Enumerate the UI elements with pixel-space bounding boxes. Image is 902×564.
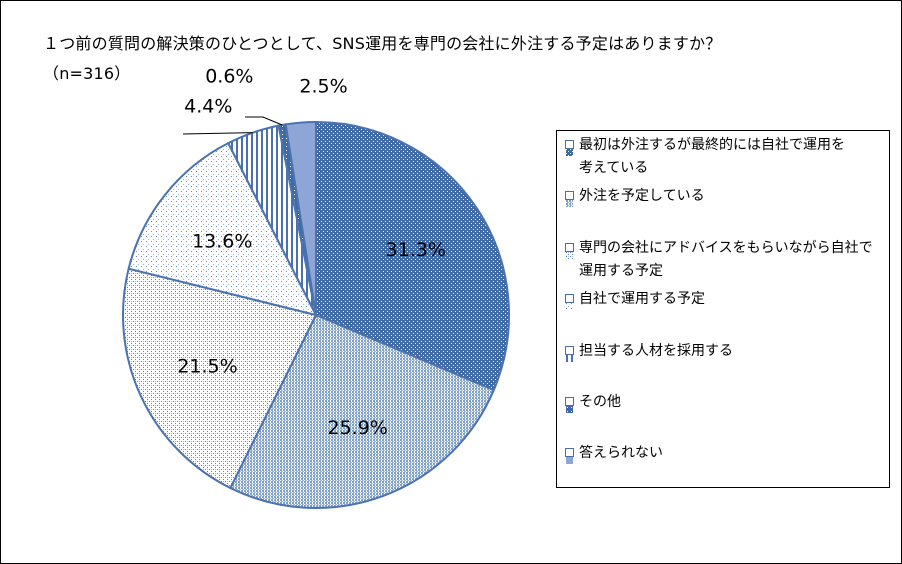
leader-line-4: [182, 132, 253, 135]
data-label-7: 2.5%: [299, 76, 347, 98]
legend-swatch-7: [565, 448, 574, 464]
pie-slice-1: [315, 120, 510, 392]
legend-label-1: 最初は外注するが最終的には自社で運用を: [579, 137, 845, 153]
legend-label-1-line2: 考えている: [579, 160, 649, 176]
pie-slice-7: [284, 120, 317, 316]
chart-title-line1: １つ前の質問の解決策のひとつとして、SNS運用を専門の会社に外注する予定はありま…: [43, 34, 722, 53]
legend-swatch-1: [565, 140, 574, 156]
chart-title-line2: （n=316）: [43, 64, 131, 83]
chart-title: １つ前の質問の解決策のひとつとして、SNS運用を専門の会社に外注する予定はありま…: [43, 29, 883, 89]
data-labels: 31.3% 25.9% 21.5% 13.6% 4.4% 0.6% 2.5%: [177, 65, 446, 439]
pie-slice-2: [229, 313, 496, 509]
legend-swatch-6: [565, 397, 574, 413]
legend-item-2: 外注を予定している: [565, 185, 883, 208]
leader-line-5: [245, 116, 283, 126]
legend-item-1: 最初は外注するが最終的には自社で運用を 考えている: [565, 134, 883, 180]
legend-label-6: その他: [579, 394, 621, 410]
data-label-1: 31.3%: [386, 239, 446, 261]
legend-swatch-5: [565, 346, 574, 362]
data-label-3: 21.5%: [177, 355, 237, 377]
pie-slices: [122, 120, 510, 509]
legend-item-5: 担当する人材を採用する: [565, 340, 883, 363]
legend-label-5: 担当する人材を採用する: [579, 343, 733, 359]
legend-label-3: 専門の会社にアドバイスをもらいながら自社で: [579, 240, 873, 256]
legend-label-4: 自社で運用する予定: [579, 291, 705, 307]
data-label-5: 4.4%: [184, 95, 232, 117]
pie-slice-3: [122, 267, 318, 490]
legend-swatch-3: [565, 243, 574, 259]
legend-label-7: 答えられない: [579, 445, 663, 461]
chart-legend: 最初は外注するが最終的には自社で運用を 考えている 外注を予定している 専門の会…: [556, 130, 890, 488]
legend-item-7: 答えられない: [565, 442, 883, 465]
data-label-4: 13.6%: [192, 231, 252, 253]
legend-label-3-line2: 運用する予定: [579, 263, 663, 279]
leader-lines: [182, 116, 283, 135]
legend-swatch-4: [565, 294, 574, 310]
legend-item-3: 専門の会社にアドバイスをもらいながら自社で 運用する予定: [565, 237, 883, 283]
data-label-2: 25.9%: [327, 417, 387, 439]
data-label-6: 0.6%: [205, 65, 253, 87]
legend-label-2: 外注を予定している: [579, 188, 705, 204]
legend-item-6: その他: [565, 391, 883, 414]
pie-slice-4: [127, 141, 318, 317]
legend-item-4: 自社で運用する予定: [565, 288, 883, 311]
legend-swatch-2: [565, 191, 574, 207]
